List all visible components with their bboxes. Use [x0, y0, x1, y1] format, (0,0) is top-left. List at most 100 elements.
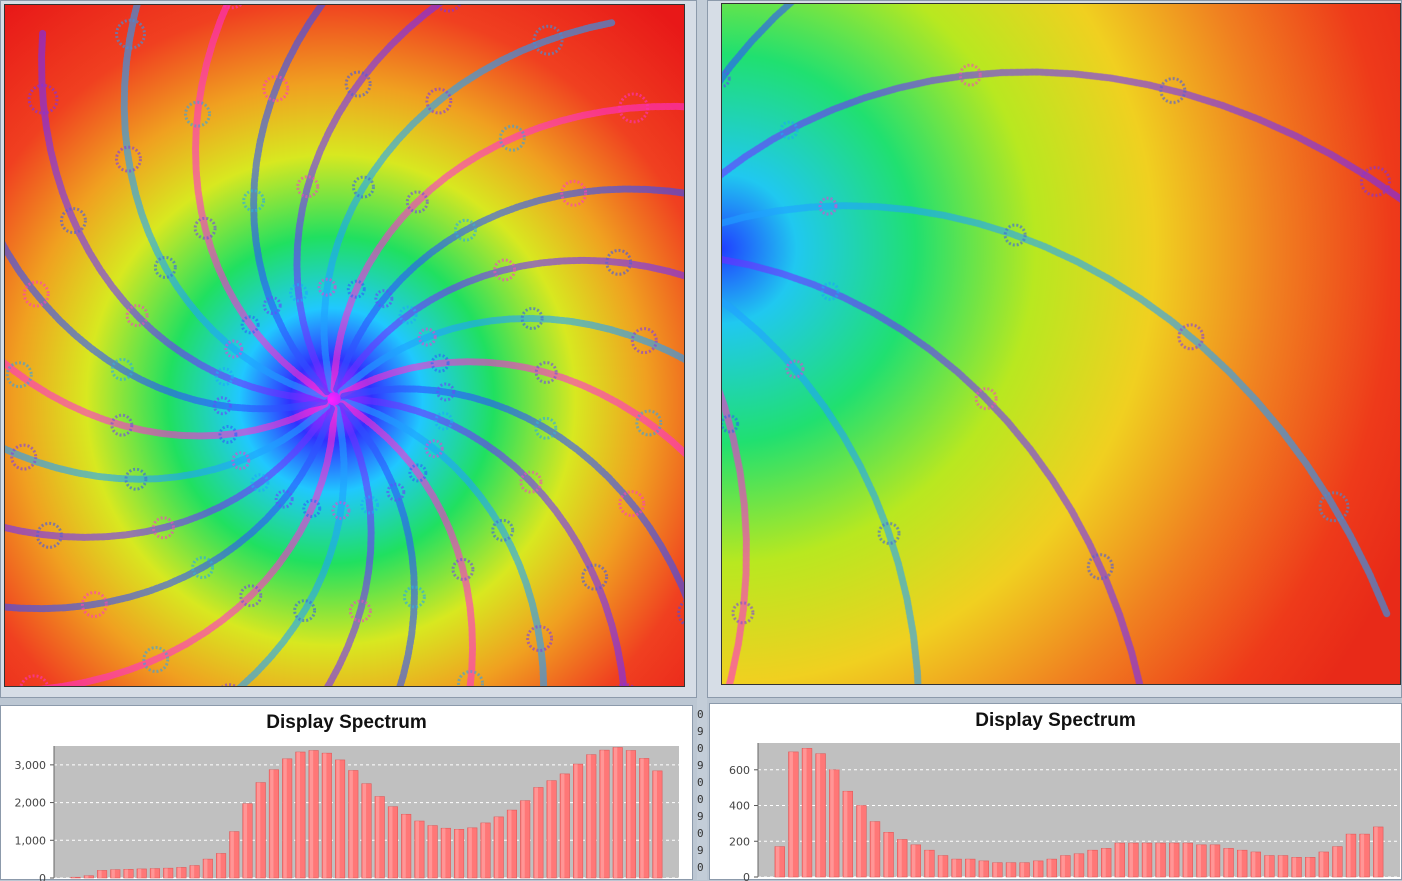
bar-highlight — [190, 865, 195, 878]
bar — [1182, 842, 1193, 878]
y-tick-label: 200 — [729, 835, 750, 848]
bar-highlight — [521, 800, 525, 878]
bar-highlight — [71, 877, 76, 878]
bar — [546, 780, 557, 879]
bar-highlight — [375, 796, 380, 878]
bar-highlight — [1156, 843, 1161, 877]
bar-highlight — [1034, 860, 1038, 877]
fractal-image-left — [5, 5, 684, 686]
bar — [282, 758, 293, 879]
spectrum-window-left[interactable]: Display Spectrum 0 1,000 2,000 3,000 — [0, 705, 693, 881]
bar-highlight — [1143, 843, 1147, 877]
bar-highlight — [309, 750, 314, 878]
bar — [559, 773, 570, 879]
y-tick-label: 2,000 — [15, 797, 47, 810]
bar-highlight — [1360, 834, 1365, 877]
bar-highlight — [124, 869, 129, 878]
bar — [842, 790, 853, 878]
bar-highlight — [177, 867, 181, 878]
bar-highlight — [561, 773, 565, 878]
bar — [951, 858, 962, 878]
bar — [869, 821, 881, 878]
bar-highlight — [534, 787, 538, 878]
fractal-window-left[interactable] — [0, 0, 697, 698]
bar-highlight — [627, 750, 631, 878]
bar — [453, 829, 465, 879]
bar — [1318, 851, 1329, 878]
bar-highlight — [789, 751, 793, 877]
bar-highlight — [217, 853, 221, 878]
bar — [1005, 862, 1017, 878]
bar-highlight — [442, 828, 446, 878]
bar-highlight — [137, 868, 142, 878]
bar — [295, 751, 306, 879]
bar — [1019, 862, 1030, 878]
bar-highlight — [85, 875, 89, 878]
bar — [937, 855, 949, 878]
bar-highlight — [966, 859, 970, 877]
bar — [334, 759, 346, 879]
bar-highlight — [1306, 857, 1310, 877]
bar-highlight — [1197, 844, 1201, 877]
bar — [1155, 842, 1166, 878]
bar-highlight — [508, 810, 512, 878]
y-tick-label: 0 — [743, 871, 750, 881]
bar-highlight — [204, 859, 208, 878]
bar-highlight — [939, 855, 943, 877]
bar — [586, 754, 597, 879]
bar — [924, 849, 935, 878]
bar — [652, 770, 663, 879]
bar — [374, 796, 385, 879]
bar — [572, 763, 584, 879]
bar-highlight — [1347, 834, 1351, 877]
bar-highlight — [816, 753, 821, 877]
bar — [533, 787, 544, 879]
bar — [801, 748, 813, 878]
bar — [216, 853, 227, 879]
bar — [1209, 844, 1221, 878]
bar — [414, 820, 425, 879]
bar-highlight — [1211, 844, 1215, 877]
bar-highlight — [336, 759, 340, 878]
bar-highlight — [428, 825, 433, 878]
chart-title-left: Display Spectrum — [266, 712, 427, 733]
bar — [136, 868, 147, 879]
spectrum-window-right[interactable]: Display Spectrum 0 200 400 600 — [709, 703, 1402, 881]
bar-highlight — [1183, 843, 1188, 877]
bar-highlight — [653, 770, 657, 878]
bar — [1332, 846, 1343, 878]
bar-highlight — [481, 822, 486, 878]
bar — [1196, 844, 1207, 878]
gap-text-fragment: 0909009090 — [697, 708, 704, 874]
bar-highlight — [296, 752, 300, 878]
bar — [242, 803, 253, 879]
bar — [467, 827, 478, 879]
bar-highlight — [243, 803, 248, 878]
bar-highlight — [1265, 855, 1269, 877]
bar-highlight — [1170, 843, 1174, 877]
bar — [361, 783, 372, 879]
bar — [163, 867, 174, 879]
bar-highlight — [979, 860, 984, 877]
y-tick-label: 600 — [729, 764, 750, 777]
y-tick-label: 400 — [729, 800, 750, 813]
bar — [189, 865, 200, 879]
bar-highlight — [1374, 826, 1378, 877]
bar — [268, 769, 279, 879]
bar — [639, 758, 650, 879]
fractal-canvas-left[interactable] — [4, 4, 685, 687]
bar — [1100, 848, 1112, 878]
bar-highlight — [164, 868, 168, 878]
fractal-window-right[interactable] — [707, 0, 1402, 698]
chart-title-right: Display Spectrum — [975, 710, 1136, 731]
bar-highlight — [1115, 843, 1120, 877]
bar — [910, 844, 921, 878]
bar-highlight — [270, 769, 274, 878]
fractal-canvas-right[interactable] — [721, 3, 1401, 685]
bar — [83, 875, 94, 879]
bar — [123, 869, 134, 879]
bar — [97, 870, 108, 879]
bar — [308, 750, 319, 879]
bar — [70, 876, 81, 879]
bar-highlight — [349, 770, 353, 878]
